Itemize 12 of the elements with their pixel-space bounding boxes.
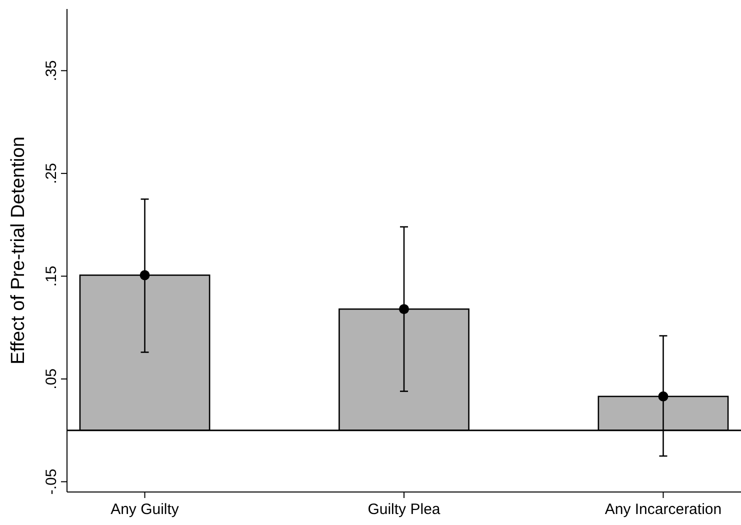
y-axis-title: Effect of Pre-trial Detention xyxy=(8,136,29,364)
point xyxy=(399,304,409,314)
y-tick-label: .25 xyxy=(43,162,60,184)
x-tick-label: Guilty Plea xyxy=(368,501,441,518)
y-tick-label: -.05 xyxy=(43,468,60,495)
x-tick-label: Any Incarceration xyxy=(604,501,722,518)
y-tick-label: .05 xyxy=(43,368,60,390)
y-tick-label: .15 xyxy=(43,266,60,287)
point xyxy=(658,391,668,402)
y-tick-label: .35 xyxy=(43,60,60,82)
point xyxy=(140,270,150,280)
x-tick-label: Any Guilty xyxy=(110,501,180,518)
